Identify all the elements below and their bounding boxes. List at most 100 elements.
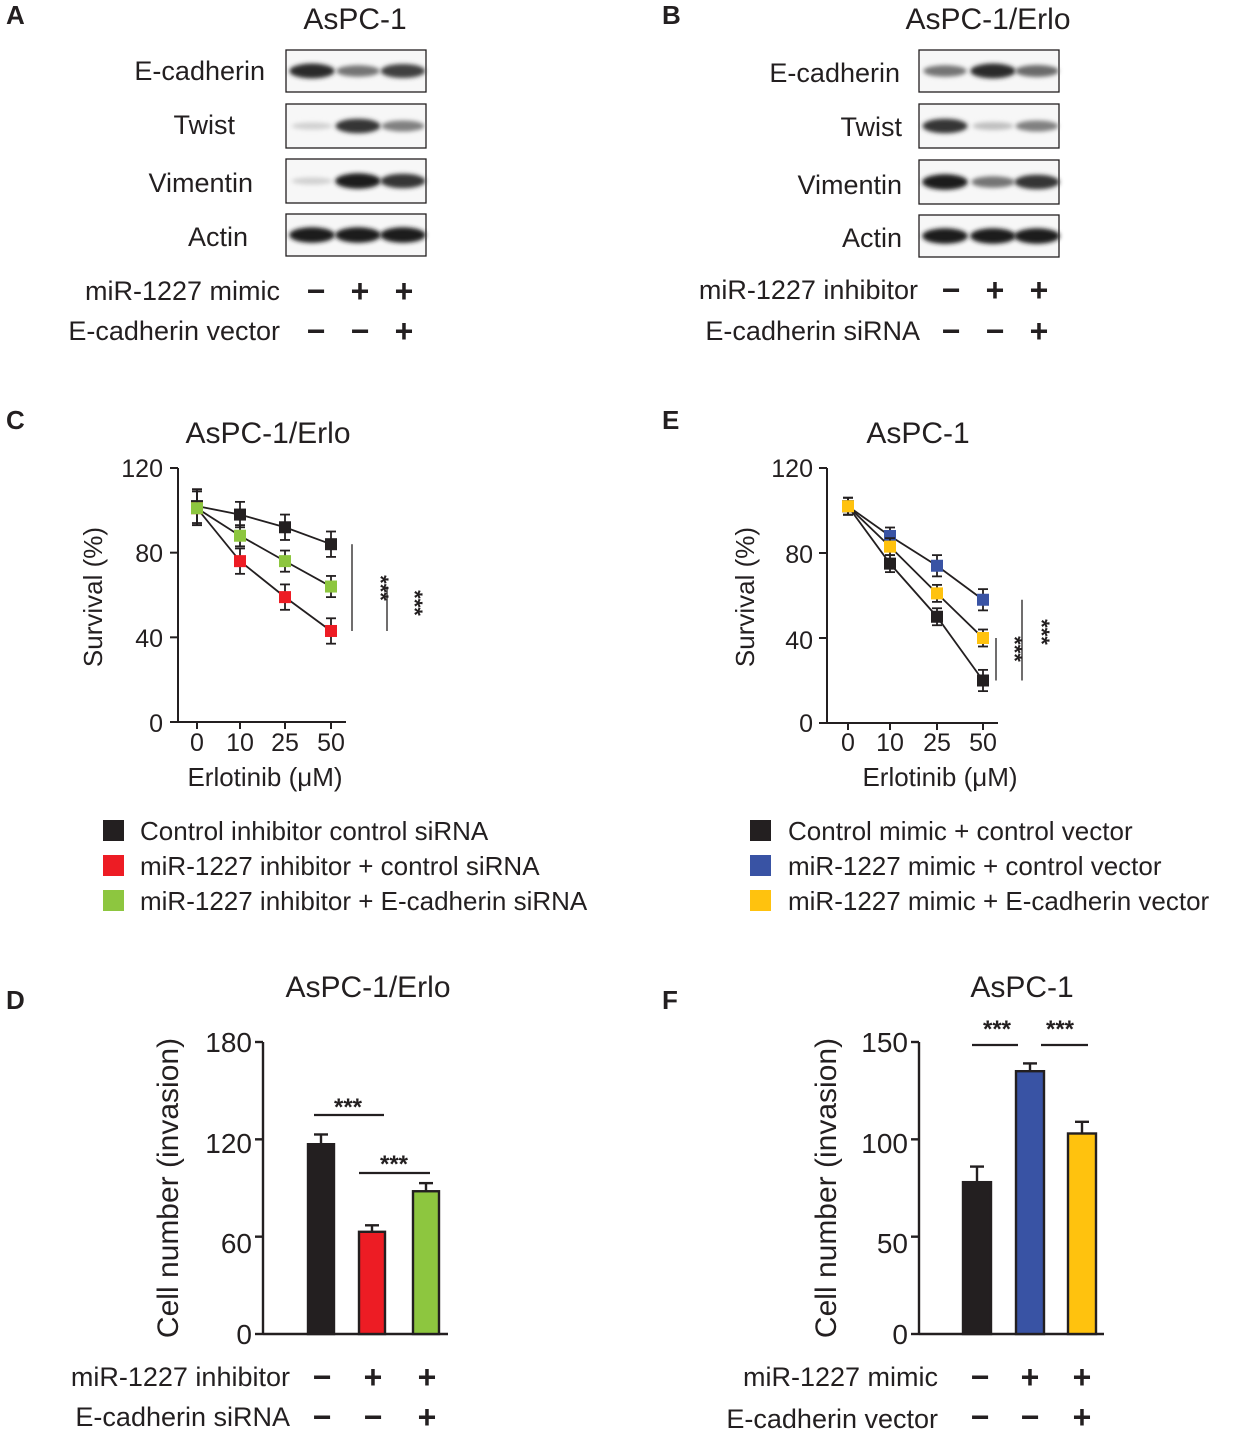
panel-e-data-point bbox=[884, 557, 896, 570]
panel-c-data-point bbox=[279, 555, 291, 568]
panel-d-y-tick: 120 bbox=[205, 1128, 252, 1159]
panel-f-sign: − bbox=[971, 1359, 990, 1395]
panel-e-legend-swatch bbox=[750, 855, 771, 876]
panel-f-bar bbox=[1066, 1132, 1098, 1336]
panel-f-significance-star: *** bbox=[983, 1016, 1012, 1043]
panel-a-label: A bbox=[6, 0, 25, 30]
panel-f-sign: − bbox=[1021, 1399, 1040, 1430]
panel-c-legend-swatch bbox=[103, 820, 124, 841]
panel-b-band-label: Actin bbox=[842, 223, 902, 253]
panel-c-y-tick: 40 bbox=[135, 625, 163, 653]
panel-a-sign: + bbox=[395, 273, 414, 309]
panel-b-band bbox=[1014, 228, 1060, 244]
panel-b-sign: + bbox=[1030, 313, 1049, 349]
panel-a-band bbox=[336, 65, 380, 77]
panel-e-series-line bbox=[847, 505, 984, 682]
panel-f-sign: − bbox=[971, 1399, 990, 1430]
panel-d-sign: − bbox=[313, 1399, 332, 1430]
panel-f-bar bbox=[1014, 1069, 1046, 1336]
panel-a-band bbox=[289, 227, 335, 243]
panel-d-bar bbox=[306, 1142, 336, 1336]
panel-a-band bbox=[381, 120, 425, 132]
panel-d-y-tick: 180 bbox=[205, 1027, 252, 1058]
panel-a-band bbox=[380, 227, 426, 243]
panel-d-treatment-label: E-cadherin siRNA bbox=[75, 1402, 290, 1430]
panel-e-title: AsPC-1 bbox=[866, 417, 969, 450]
panel-c-series-line bbox=[196, 507, 332, 632]
panel-b-band bbox=[1014, 174, 1060, 190]
panel-f-treatment-label: E-cadherin vector bbox=[726, 1404, 938, 1430]
panel-d-sign: − bbox=[364, 1399, 383, 1430]
panel-e-y-tick: 120 bbox=[771, 455, 813, 483]
panel-e-significance-star: *** bbox=[1029, 619, 1054, 645]
panel-a-sign: + bbox=[351, 273, 370, 309]
panel-f-plot-area bbox=[911, 1040, 1104, 1336]
panel-e-survival-chart: E AsPC-1 Survival (%) Erlotinib (μM) 0 4… bbox=[662, 405, 1210, 916]
panel-f-y-tick: 50 bbox=[877, 1228, 908, 1259]
panel-e-label: E bbox=[662, 405, 679, 435]
panel-e-x-tick: 25 bbox=[923, 729, 951, 757]
panel-f-label: F bbox=[662, 985, 678, 1015]
panel-e-x-tick: 10 bbox=[876, 729, 904, 757]
panel-e-x-tick: 50 bbox=[969, 729, 997, 757]
panel-e-legend-entry: Control mimic + control vector bbox=[788, 816, 1133, 846]
panel-c-x-tick: 0 bbox=[190, 729, 204, 757]
panel-f-y-tick: 100 bbox=[861, 1128, 908, 1159]
panel-c-data-point bbox=[234, 555, 246, 568]
panel-b-treatment-label: E-cadherin siRNA bbox=[705, 316, 920, 346]
panel-d-sign: + bbox=[418, 1359, 437, 1395]
panel-c-x-tick: 50 bbox=[317, 729, 345, 757]
panel-b-treatment-label: miR-1227 inhibitor bbox=[699, 275, 918, 305]
panel-a-treatment-label: miR-1227 mimic bbox=[85, 276, 280, 306]
panel-b-blot-boxes bbox=[918, 49, 1060, 258]
panel-a-band bbox=[291, 122, 333, 130]
panel-f-y-axis-title: Cell number (invasion) bbox=[810, 1038, 843, 1338]
panel-c-series-line bbox=[196, 505, 332, 546]
panel-a-sign: − bbox=[307, 273, 326, 309]
panel-c-legend-entry: Control inhibitor control siRNA bbox=[140, 816, 489, 846]
panel-a-title: AsPC-1 bbox=[303, 3, 406, 36]
panel-d-bar bbox=[411, 1190, 441, 1336]
panel-d-invasion-bar-chart: D AsPC-1/Erlo Cell number (invasion) 0 6… bbox=[6, 971, 451, 1430]
panel-c-data-point bbox=[191, 502, 203, 515]
panel-a-band bbox=[289, 63, 335, 79]
panel-d-label: D bbox=[6, 985, 25, 1015]
panel-d-treatment-label: miR-1227 inhibitor bbox=[71, 1362, 290, 1392]
panel-e-legend-swatch bbox=[750, 820, 771, 841]
panel-a-band-label: Actin bbox=[188, 222, 248, 252]
panel-c-x-tick: 25 bbox=[271, 729, 299, 757]
panel-c-y-tick: 120 bbox=[121, 455, 163, 483]
panel-f-invasion-bar-chart: F AsPC-1 Cell number (invasion) 0 50 100… bbox=[662, 971, 1104, 1430]
panel-d-plot-area bbox=[255, 1040, 448, 1336]
panel-e-y-axis-title: Survival (%) bbox=[730, 527, 760, 667]
panel-f-bar bbox=[961, 1180, 993, 1336]
panel-e-data-point bbox=[977, 593, 989, 606]
panel-b-band bbox=[1015, 65, 1059, 77]
panel-c-data-point bbox=[325, 624, 337, 637]
panel-e-legend-entry: miR-1227 mimic + control vector bbox=[788, 851, 1162, 881]
panel-a-band bbox=[291, 177, 333, 185]
panel-b-label: B bbox=[662, 0, 681, 30]
panel-f-significance-star: *** bbox=[1046, 1016, 1075, 1043]
panel-f-treatment-label: miR-1227 mimic bbox=[743, 1362, 938, 1392]
panel-d-sign: + bbox=[364, 1359, 383, 1395]
panel-d-sign: + bbox=[418, 1399, 437, 1430]
panel-e-y-tick: 40 bbox=[785, 627, 813, 655]
panel-c-significance-star: *** bbox=[368, 575, 393, 601]
panel-a-band bbox=[380, 64, 426, 78]
panel-c-x-tick: 10 bbox=[226, 729, 254, 757]
panel-a-band-label: Twist bbox=[173, 110, 235, 140]
panel-e-data-point bbox=[842, 500, 854, 513]
panel-a-band bbox=[380, 173, 426, 189]
panel-b-band bbox=[1015, 120, 1059, 132]
panel-c-legend-swatch bbox=[103, 890, 124, 911]
panel-c-legend-entry: miR-1227 inhibitor + E-cadherin siRNA bbox=[140, 886, 588, 916]
panel-b-band bbox=[971, 176, 1015, 188]
panel-b-band bbox=[922, 118, 968, 134]
panel-a-band-label: Vimentin bbox=[148, 168, 253, 198]
panel-a-band bbox=[335, 227, 381, 243]
panel-c-significance-star: *** bbox=[402, 590, 427, 616]
panel-e-significance-star: *** bbox=[1002, 636, 1027, 662]
panel-a-sign: − bbox=[351, 313, 370, 349]
